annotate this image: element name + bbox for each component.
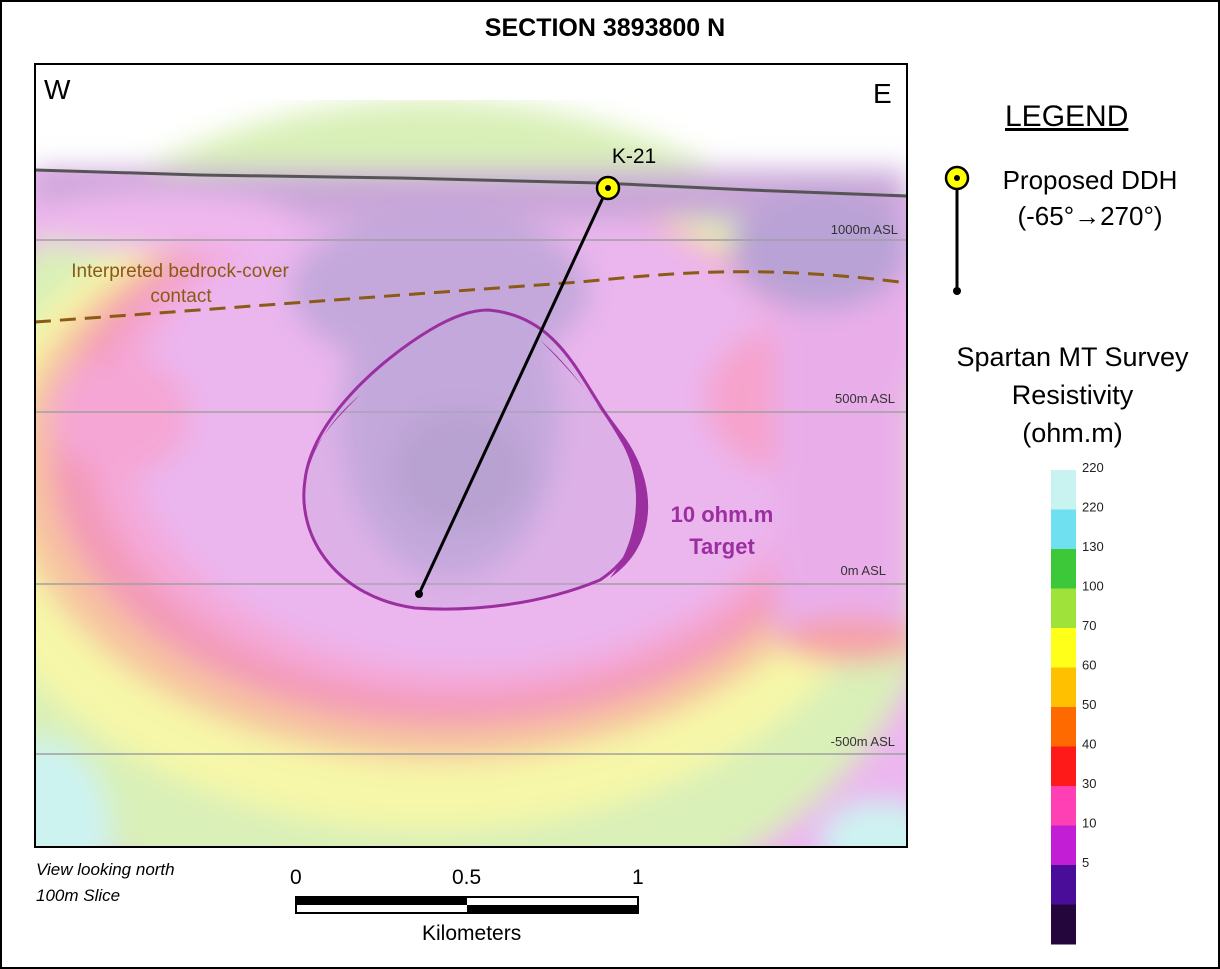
color-scale-swatch bbox=[1051, 470, 1076, 510]
color-scale-label: 130 bbox=[1082, 539, 1104, 554]
color-scale-label: 50 bbox=[1082, 697, 1096, 712]
elevation-label-1000: 1000m ASL bbox=[831, 222, 898, 237]
color-scale-label: 40 bbox=[1082, 737, 1096, 752]
section-panel-border bbox=[34, 63, 908, 848]
color-scale-label: 70 bbox=[1082, 618, 1096, 633]
target-shell bbox=[302, 308, 649, 611]
scale-unit-label: Kilometers bbox=[422, 922, 522, 945]
color-scale-label: 220 bbox=[1082, 460, 1104, 475]
color-scale-label: 220 bbox=[1082, 500, 1104, 515]
color-scale-swatch bbox=[1051, 865, 1076, 905]
view-note-line2: 100m Slice bbox=[36, 886, 121, 905]
color-scale-swatch bbox=[1051, 904, 1076, 945]
legend-title: LEGEND bbox=[1005, 100, 1129, 133]
drillhole-end-dot bbox=[415, 590, 423, 598]
east-label: E bbox=[873, 78, 892, 109]
west-label: W bbox=[44, 74, 71, 105]
legend-survey-line3: (ohm.m) bbox=[1022, 418, 1123, 448]
elevation-label-500: 500m ASL bbox=[835, 391, 895, 406]
color-scale-swatch bbox=[1051, 786, 1076, 826]
legend-ddh-label: Proposed DDH (-65°→270°) bbox=[985, 162, 1195, 234]
legend-survey-title: Spartan MT Survey Resistivity (ohm.m) bbox=[940, 338, 1205, 452]
color-scale-label: 30 bbox=[1082, 776, 1096, 791]
elevation-label-0: 0m ASL bbox=[840, 563, 886, 578]
scale-bar bbox=[295, 896, 639, 914]
color-scale-swatch bbox=[1051, 825, 1076, 866]
contact-label-line1: Interpreted bedrock-cover bbox=[71, 261, 289, 282]
contact-label-line2: contact bbox=[150, 286, 212, 307]
target-label-line2: Target bbox=[689, 534, 755, 559]
scale-tick-half: 0.5 bbox=[452, 866, 482, 889]
elevation-label-minus500: -500m ASL bbox=[831, 734, 895, 749]
color-scale-swatch bbox=[1051, 588, 1076, 629]
resistivity-model bbox=[35, 100, 907, 847]
color-scale-swatch bbox=[1051, 628, 1076, 668]
legend-ddh-line2: (-65°→270°) bbox=[1017, 201, 1163, 231]
drillhole-label: K-21 bbox=[612, 145, 656, 168]
color-scale-label: 60 bbox=[1082, 658, 1096, 673]
elevation-lines bbox=[35, 239, 907, 755]
color-scale-swatch bbox=[1051, 707, 1076, 747]
section-title: SECTION 3893800 N bbox=[484, 14, 726, 42]
scale-tick-0: 0 bbox=[290, 866, 302, 889]
color-scale-swatch bbox=[1051, 667, 1076, 708]
color-scale-label: 5 bbox=[1082, 855, 1089, 870]
topographic-surface bbox=[34, 168, 908, 198]
color-scale-swatch bbox=[1051, 746, 1076, 787]
bedrock-cover-contact-line bbox=[34, 270, 901, 324]
view-note-line1: View looking north bbox=[36, 860, 175, 879]
color-scale-label: 100 bbox=[1082, 579, 1104, 594]
legend-survey-line1: Spartan MT Survey bbox=[956, 342, 1189, 372]
color-scale-swatch bbox=[1051, 549, 1076, 589]
target-label-line1: 10 ohm.m bbox=[671, 502, 774, 527]
color-scale-label: 10 bbox=[1082, 816, 1096, 831]
scale-tick-1: 1 bbox=[632, 866, 644, 889]
legend-ddh-line1: Proposed DDH bbox=[1002, 165, 1178, 195]
resistivity-color-scale: 220 220 130 100 70 60 50 40 30 10 5 bbox=[1051, 460, 1104, 945]
legend-survey-line2: Resistivity bbox=[1011, 380, 1134, 410]
view-note: View looking north 100m Slice bbox=[36, 857, 175, 909]
drillhole-trace bbox=[417, 188, 609, 595]
color-scale-swatch bbox=[1051, 509, 1076, 550]
